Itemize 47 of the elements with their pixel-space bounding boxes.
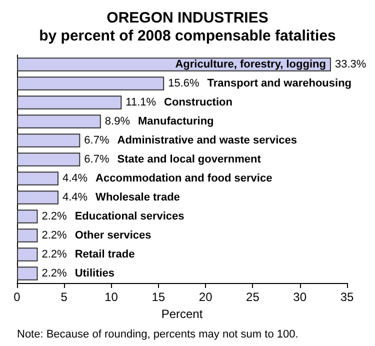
x-tick-label: 35 <box>340 290 354 304</box>
x-tick-label: 0 <box>14 290 21 304</box>
y-tick-label: Educational services <box>74 210 184 222</box>
x-tick-label: 25 <box>246 290 260 304</box>
bar <box>17 152 80 166</box>
x-tick-label: 30 <box>293 290 307 304</box>
data-label: 2.2% <box>42 210 68 222</box>
data-label: 6.7% <box>84 134 110 146</box>
y-tick-label: Wholesale trade <box>96 192 180 204</box>
y-tick-label: Manufacturing <box>138 116 214 128</box>
bar <box>17 114 101 128</box>
x-tick-label: 15 <box>152 290 166 304</box>
bar <box>17 228 38 242</box>
chart-title: OREGON INDUSTRIES <box>106 10 268 26</box>
data-label: 4.4% <box>62 192 88 204</box>
text: Note: Because of rounding, percents may not sum to 100. <box>17 328 298 340</box>
bar <box>17 76 164 90</box>
data-label: 6.7% <box>84 154 110 166</box>
data-label: 2.2% <box>42 230 68 242</box>
data-label: 4.4% <box>62 172 88 184</box>
bar <box>17 134 80 148</box>
data-label: 33.3% <box>334 58 366 70</box>
data-label: 11.1% <box>126 96 156 108</box>
data-label: 8.9% <box>104 116 130 128</box>
y-tick-label: Agriculture, forestry, logging <box>175 58 326 70</box>
data-label: 2.2% <box>42 248 68 260</box>
y-tick-label: Utilities <box>74 268 115 280</box>
bar <box>17 248 38 262</box>
bar <box>17 96 122 110</box>
bar <box>17 266 38 280</box>
bar <box>17 210 38 224</box>
x-tick-label: 20 <box>198 290 213 304</box>
chart-subtitle: by percent of 2008 compensable fatalities <box>39 28 336 44</box>
y-tick-label: Construction <box>164 96 233 108</box>
y-tick-label: Other services <box>74 230 152 242</box>
y-tick-label: Retail trade <box>74 248 135 260</box>
bar <box>17 172 58 186</box>
y-tick-label: State and local government <box>117 154 262 166</box>
y-tick-label: Administrative and waste services <box>117 134 297 146</box>
x-tick-label: 5 <box>60 290 68 304</box>
data-label: 15.6% <box>168 78 200 90</box>
bar <box>17 190 58 204</box>
x-tick-label: 10 <box>104 290 118 304</box>
y-tick-label: Accommodation and food service <box>96 172 272 184</box>
y-tick-label: Transport and warehousing <box>207 78 352 90</box>
x-axis-title: Percent <box>161 306 204 321</box>
data-label: 2.2% <box>42 268 68 280</box>
